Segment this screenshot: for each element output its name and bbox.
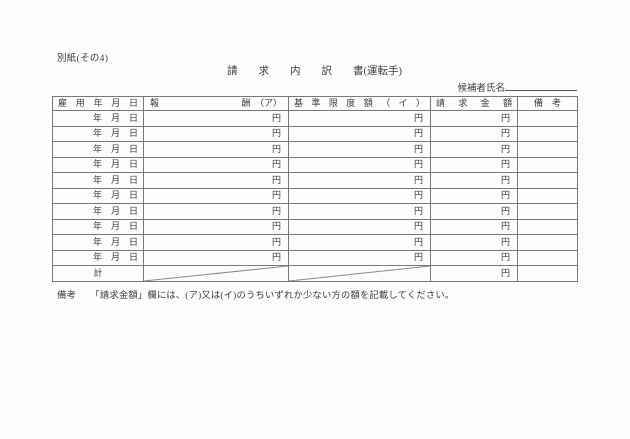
cell-remuneration: 円 <box>143 172 289 189</box>
cell-limit: 円 <box>288 156 431 173</box>
cell-claim: 円 <box>430 218 518 235</box>
table-row: 年 月 日 円 円 円 <box>52 125 578 142</box>
header-remuneration-left: 報 <box>150 98 160 108</box>
header-remuneration: 報 酬 （ア） <box>143 96 289 111</box>
cell-limit: 円 <box>288 125 431 142</box>
cell-limit: 円 <box>288 110 431 127</box>
cell-limit: 円 <box>288 172 431 189</box>
cell-remarks <box>517 218 578 235</box>
diagonal-line <box>144 266 288 281</box>
cell-claim: 円 <box>430 125 518 142</box>
cell-claim: 円 <box>430 203 518 220</box>
table-row: 年 月 日 円 円 円 <box>52 203 578 220</box>
cell-remarks <box>517 234 578 251</box>
table-header-row: 雇用年月日 報 酬 （ア） 基準限度額（イ） 請求金額 備 考 <box>52 96 578 111</box>
cell-remuneration: 円 <box>143 141 289 158</box>
cell-remuneration: 円 <box>143 203 289 220</box>
cell-total-remuneration-crossed <box>143 265 289 282</box>
cell-total-remarks <box>517 265 578 282</box>
header-remarks: 備 考 <box>517 96 578 111</box>
header-employment-date: 雇用年月日 <box>52 96 144 111</box>
cell-employment-date: 年 月 日 <box>52 141 144 158</box>
cell-limit: 円 <box>288 141 431 158</box>
cell-employment-date: 年 月 日 <box>52 203 144 220</box>
cell-remuneration: 円 <box>143 234 289 251</box>
cell-employment-date: 年 月 日 <box>52 234 144 251</box>
diagonal-line <box>289 266 430 281</box>
cell-limit: 円 <box>288 203 431 220</box>
cell-remarks <box>517 156 578 173</box>
cell-claim: 円 <box>430 172 518 189</box>
candidate-name-line: 候補者氏名 <box>52 79 577 94</box>
cell-remarks <box>517 125 578 142</box>
cell-remuneration: 円 <box>143 218 289 235</box>
cell-total-claim: 円 <box>430 265 518 282</box>
total-row: 計 円 <box>52 265 578 282</box>
cell-claim: 円 <box>430 156 518 173</box>
cell-remarks <box>517 203 578 220</box>
cell-limit: 円 <box>288 234 431 251</box>
table-row: 年 月 日 円 円 円 <box>52 110 578 127</box>
cell-total-label: 計 <box>52 265 144 282</box>
table-row: 年 月 日 円 円 円 <box>52 141 578 158</box>
cell-employment-date: 年 月 日 <box>52 110 144 127</box>
cell-employment-date: 年 月 日 <box>52 249 144 266</box>
cell-remuneration: 円 <box>143 125 289 142</box>
document-title: 請 求 内 訳 書(運転手) <box>227 66 402 77</box>
cell-remuneration: 円 <box>143 187 289 204</box>
header-remuneration-right: 酬 （ア） <box>241 98 282 108</box>
cell-remarks <box>517 110 578 127</box>
table-row: 年 月 日 円 円 円 <box>52 218 578 235</box>
header-claim-amount: 請求金額 <box>430 96 518 111</box>
cell-claim: 円 <box>430 110 518 127</box>
table-row: 年 月 日 円 円 円 <box>52 172 578 189</box>
header-standard-limit: 基準限度額（イ） <box>288 96 431 111</box>
cell-claim: 円 <box>430 249 518 266</box>
cell-remarks <box>517 187 578 204</box>
table-row: 年 月 日 円 円 円 <box>52 187 578 204</box>
cell-remuneration: 円 <box>143 110 289 127</box>
cell-remuneration: 円 <box>143 249 289 266</box>
candidate-name-underline <box>505 79 577 91</box>
cell-limit: 円 <box>288 218 431 235</box>
cell-remuneration: 円 <box>143 156 289 173</box>
footer-note: 備考 「請求金額」欄には、(ア)又は(イ)のうちいずれか少ない方の額を記載してく… <box>57 291 455 301</box>
cell-limit: 円 <box>288 187 431 204</box>
cell-limit: 円 <box>288 249 431 266</box>
table-row: 年 月 日 円 円 円 <box>52 156 578 173</box>
table-row: 年 月 日 円 円 円 <box>52 234 578 251</box>
cell-employment-date: 年 月 日 <box>52 156 144 173</box>
cell-employment-date: 年 月 日 <box>52 218 144 235</box>
cell-employment-date: 年 月 日 <box>52 172 144 189</box>
cell-claim: 円 <box>430 234 518 251</box>
attachment-label: 別紙(その4) <box>57 54 109 64</box>
cell-claim: 円 <box>430 187 518 204</box>
cell-claim: 円 <box>430 141 518 158</box>
cell-remarks <box>517 172 578 189</box>
claim-breakdown-table: 雇用年月日 報 酬 （ア） 基準限度額（イ） 請求金額 備 考 年 月 日 円 円… <box>52 96 578 282</box>
cell-total-limit-crossed <box>288 265 431 282</box>
candidate-name-label: 候補者氏名 <box>457 84 505 94</box>
cell-remarks <box>517 141 578 158</box>
cell-employment-date: 年 月 日 <box>52 187 144 204</box>
cell-remarks <box>517 249 578 266</box>
cell-employment-date: 年 月 日 <box>52 125 144 142</box>
table-row: 年 月 日 円 円 円 <box>52 249 578 266</box>
